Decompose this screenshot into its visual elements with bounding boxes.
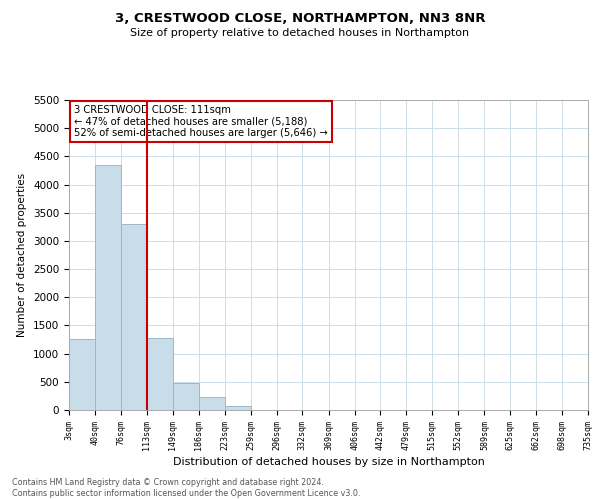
- Text: 3, CRESTWOOD CLOSE, NORTHAMPTON, NN3 8NR: 3, CRESTWOOD CLOSE, NORTHAMPTON, NN3 8NR: [115, 12, 485, 26]
- Bar: [95, 166, 121, 410]
- Bar: [173, 383, 199, 410]
- Text: 3 CRESTWOOD CLOSE: 111sqm
← 47% of detached houses are smaller (5,188)
52% of se: 3 CRESTWOOD CLOSE: 111sqm ← 47% of detac…: [74, 104, 328, 138]
- Bar: [225, 406, 251, 410]
- Text: Contains HM Land Registry data © Crown copyright and database right 2024.
Contai: Contains HM Land Registry data © Crown c…: [12, 478, 361, 498]
- Text: Size of property relative to detached houses in Northampton: Size of property relative to detached ho…: [130, 28, 470, 38]
- Bar: [69, 338, 95, 410]
- Y-axis label: Number of detached properties: Number of detached properties: [17, 173, 28, 337]
- X-axis label: Distribution of detached houses by size in Northampton: Distribution of detached houses by size …: [173, 456, 484, 466]
- Bar: [199, 397, 225, 410]
- Bar: [121, 224, 147, 410]
- Bar: [147, 338, 173, 410]
